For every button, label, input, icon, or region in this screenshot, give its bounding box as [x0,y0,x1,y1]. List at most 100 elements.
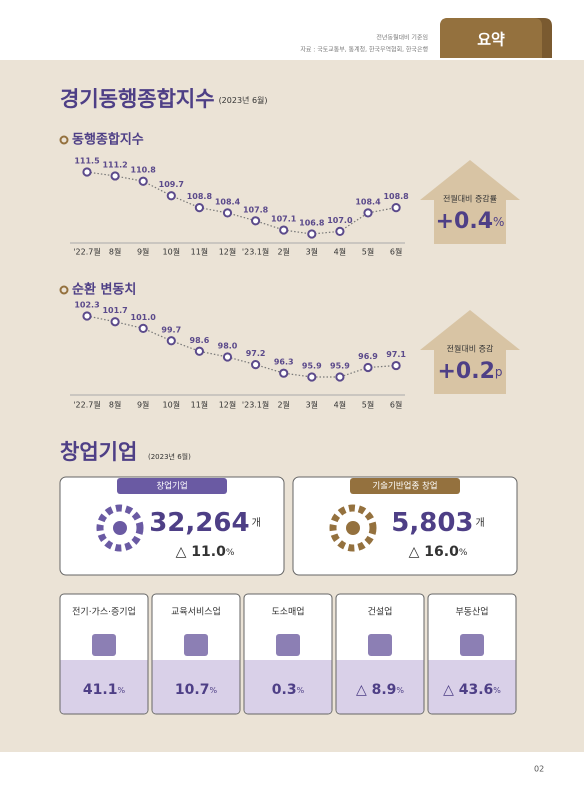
title: 경기동행종합지수 [60,87,215,111]
x-tick-label: 6월 [390,247,402,257]
tab-label: 요약 [477,31,505,49]
card-value: 5,803 개 [391,508,484,538]
header-source: 자료 : 국토교통부, 통계청, 한국무역협회, 한국은행 [300,46,428,54]
unit: % [493,686,501,695]
change-badge [420,160,520,244]
bullet [59,135,69,145]
x-tick-label: 9월 [137,400,149,410]
point [166,336,176,346]
point [307,229,317,239]
value: +0.2 [437,359,494,384]
line [86,171,397,235]
x-tick-label: 11월 [191,247,209,257]
x-tick-label: 10월 [163,247,181,257]
sector-value: △ 8.9% [356,682,404,698]
x-tick-label: 9월 [137,247,149,257]
value-label: 108.8 [383,192,409,201]
x-tick-label: 12월 [219,400,237,410]
x-tick-label: 4월 [334,400,346,410]
page-number: 02 [534,765,544,774]
value-label: 108.4 [355,197,381,206]
card-icon [96,504,144,552]
sector-name: 건설업 [368,607,393,618]
value: 41.1 [83,682,118,698]
point [82,167,92,177]
card-pill [117,478,227,494]
sector-band [60,660,148,714]
value-label: 101.0 [131,313,157,322]
card-pill [350,478,460,494]
section-title: 창업기업 [60,440,137,464]
x-tick-label: '23.1월 [242,400,269,410]
value-label: 95.9 [330,362,350,371]
x-tick-label: '23.1월 [242,247,269,257]
value-label: 101.7 [102,306,127,315]
change-label: 전월대비 증감 [447,344,494,354]
value-label: 111.2 [102,160,127,169]
point [166,191,176,201]
value-label: 97.1 [386,350,406,359]
x-tick-label: 2월 [277,247,289,257]
card-icon [329,504,377,552]
card-icon-core [113,521,127,535]
value-label: 108.8 [187,192,213,201]
sector-icon [92,634,116,656]
section-title: 경기동행종합지수 (2023년 6월) [60,87,268,111]
value-label: 109.7 [159,180,184,189]
sector-band [244,660,332,714]
sector-name: 도소매업 [271,607,304,618]
header-note: 전년동월대비 기준임 [376,34,428,42]
value-label: 110.8 [131,166,157,175]
value-label: 98.6 [190,336,210,345]
value-label: 102.3 [74,301,99,310]
sector-icon [184,634,208,656]
x-tick-label: '22.7월 [73,247,100,257]
sector-name: 전기·가스·증기업 [72,607,136,618]
subtitle: (2023년 6월) [148,452,191,461]
unit: % [459,548,468,558]
point [279,225,289,235]
point [391,360,401,371]
sector-value: 0.3% [272,682,305,698]
value: +0.4 [436,209,493,234]
change-label: 전월대비 증감률 [443,194,497,204]
card-label: 기술기반업종 창업 [372,481,437,492]
point [138,323,148,333]
x-tick-label: 5월 [362,400,374,410]
value-label: 108.4 [215,197,241,206]
unit: % [117,686,125,695]
x-tick-label: 12월 [219,247,237,257]
value-label: 99.7 [161,325,181,334]
bullet [59,285,69,295]
x-tick-label: 8월 [109,247,121,257]
x-tick-label: 3월 [306,247,318,257]
value-label: 96.3 [274,358,294,367]
x-tick-label: 8월 [109,400,121,410]
sector-value: 41.1% [83,682,126,698]
value-label: 97.2 [246,349,266,358]
point [363,362,373,373]
unit: 개 [476,517,485,529]
x-tick-label: 10월 [163,400,181,410]
point [335,372,345,382]
point [251,216,261,226]
sector-icon [276,634,300,656]
sector-band [428,660,516,714]
value-label: 107.8 [243,205,269,214]
sector-icon [368,634,392,656]
change-value: +0.4% [436,209,505,234]
x-tick-label: 11월 [191,400,209,410]
point [251,360,261,370]
value-label: 106.8 [299,219,325,228]
card-change: △ 16.0% [409,544,468,560]
unit: p [495,365,503,379]
x-tick-label: 6월 [390,400,402,410]
change-value: +0.2p [437,359,502,384]
point [222,208,233,218]
point [110,171,120,181]
sector-value: 10.7% [175,682,218,698]
point [138,176,148,186]
sector-band [152,660,240,714]
